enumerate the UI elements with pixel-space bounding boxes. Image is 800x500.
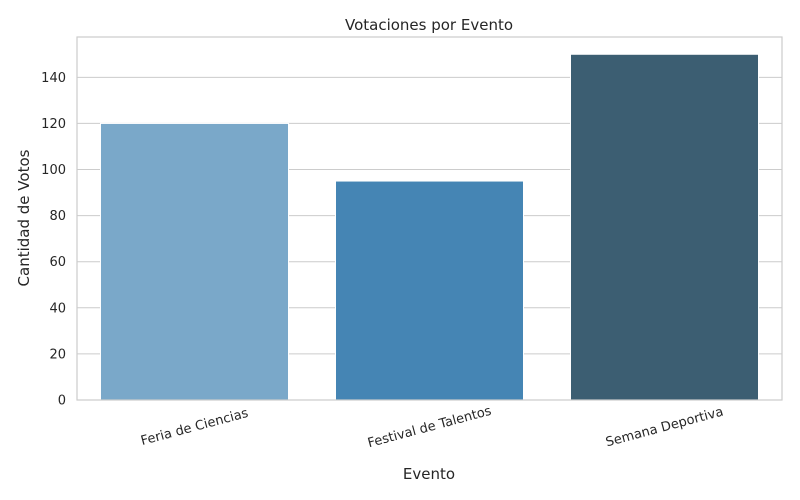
bar-feria-de-ciencias: [100, 122, 289, 401]
y-tick-label-120: 120: [41, 117, 66, 132]
y-axis-label: Cantidad de Votos: [15, 149, 33, 286]
plot-frame: [76, 36, 783, 401]
y-tick-label-100: 100: [41, 163, 66, 178]
bar-festival-de-talentos: [335, 180, 524, 401]
x-tick-label-festival-de-talentos: Festival de Talentos: [366, 404, 493, 452]
y-tick-label-80: 80: [49, 209, 66, 224]
y-tick-label-20: 20: [49, 347, 66, 362]
x-tick-label-semana-deportiva: Semana Deportiva: [604, 405, 725, 451]
x-tick-label-feria-de-ciencias: Feria de Ciencias: [139, 406, 250, 449]
y-tick-label-140: 140: [41, 71, 66, 86]
bar-semana-deportiva: [570, 53, 759, 401]
y-tick-label-60: 60: [49, 255, 66, 270]
x-tick-labels: Feria de Ciencias Festival de Talentos Sem…: [139, 404, 725, 452]
y-tick-labels: 0 20 40 60 80 100 120 140: [41, 71, 66, 409]
x-axis-label: Evento: [403, 465, 455, 483]
y-tick-label-40: 40: [49, 301, 66, 316]
y-tick-label-0: 0: [58, 394, 66, 409]
bars: [100, 53, 759, 401]
chart-title: Votaciones por Evento: [345, 16, 513, 34]
